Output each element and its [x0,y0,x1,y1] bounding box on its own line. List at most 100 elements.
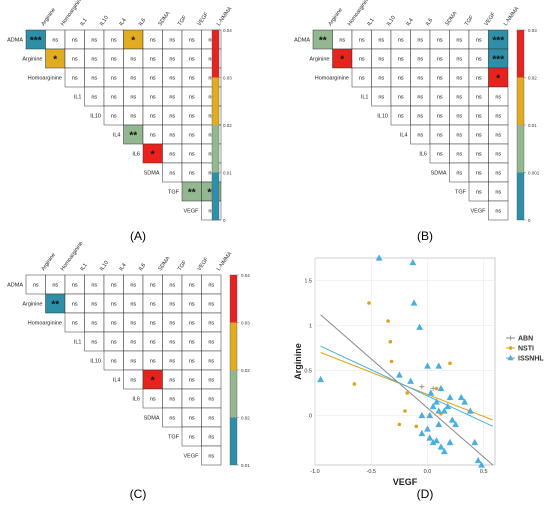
panel-c-cell-value: ns [208,454,214,460]
y-tick-label: 0 [309,414,312,420]
panel-a-col-label: IL4 [118,17,127,27]
nsti-point [389,359,394,364]
panel-a-cell-value: ns [208,114,214,120]
panel-b-cell-value: *** [492,55,504,66]
issnhl-point [457,393,465,401]
panel-b-row-label: Arginine [309,57,329,63]
panel-a-cell-value: * [131,36,135,47]
panel-b-colour-scale-tick-label: 0.01 [528,123,537,128]
panel-a-cell-value: ** [188,188,196,199]
panel-a-colour-scale-segment [212,77,219,125]
x-tick-label: 0.5 [480,469,488,475]
issnhl-point [435,420,443,428]
panel-b-cell [488,200,509,221]
issnhl-point [426,434,434,441]
panel-b-cell-value: ns [378,76,384,82]
panel-c-cell-value: ns [169,416,175,422]
panel-c-colour-scale-tick-label: 0.02 [241,368,250,373]
panel-c-col-label: SDMA [157,255,171,272]
panel-a-colour-scale-tick-label: 0.01 [223,171,232,176]
panel-b-row-label: SDMA [431,171,447,177]
panel-a-cell-value: ** [207,188,215,199]
issnhl-point [429,438,437,446]
abn-fit-line [320,314,494,466]
issnhl-point [435,362,443,369]
panel-c-cell-value: ns [208,302,214,308]
panel-a-cell-value: ** [129,131,137,142]
y-axis-label: Arginine [293,343,303,380]
panel-c-cell-value: ns [169,378,175,384]
panel-c-cell-value: ns [72,321,78,327]
panel-c-cell-value: * [151,376,155,387]
panel-a-row-label: IL4 [113,133,121,139]
panel-b-cell-value: ns [417,38,423,44]
panel-a-row-label: Homoarginine [28,76,62,82]
panel-b-colour-scale-segment [517,77,524,125]
y-tick-label: 1.5 [304,279,312,285]
panel-a-cell-value: ns [189,38,195,44]
nsti-point [367,301,371,305]
panel-b-colour-scale-segment [517,172,524,220]
panel-a-colour-scale-segment [212,172,219,220]
panel-c-cell-value: ns [208,397,214,403]
panel-a-cell-value: ns [91,76,97,82]
panel-b-col-label: VEGF [483,11,497,27]
panel-c-cell-value: ns [91,340,97,346]
issnhl-point [440,447,448,455]
panel-a-row-label: SDMA [144,171,160,177]
panel-b-cell-value: ns [456,57,462,63]
panel-a-row-label: TGF [168,190,180,196]
panel-c-cell-value: ns [111,302,117,308]
panel-a-row-label: ADMA [7,38,23,44]
x-axis-label: VEGF [393,477,418,487]
panel-b-row-label: IL6 [419,152,427,158]
panel-c-colour-scale-tick-label: 0.01 [241,463,250,468]
panel-a-cell-value: ns [208,171,214,177]
issnhl-point [409,258,417,266]
panel-b-cell-value: ns [437,152,443,158]
panel-c-row-label: IL4 [113,378,121,384]
panel-c-cell-value: ns [52,283,58,289]
panel-a-cell-value: ns [169,38,175,44]
panel-a-cell-value: ns [189,152,195,158]
legend-abn-marker [508,335,513,341]
panel-b-colour-scale-tick-label: 0.02 [528,76,537,81]
panel-b-cell-value: ns [495,152,501,158]
issnhl-point [440,407,448,414]
panel-b-cell-value: ns [456,171,462,177]
panel-c-cell-value: ns [189,435,195,441]
panel-c-colour-scale-tick-label: 0.04 [241,273,250,278]
panel-b-cell-value: ns [398,57,404,63]
panel-c-cell-value: ns [111,283,117,289]
panel-b-colour-scale-segment [517,30,524,78]
issnhl-point [418,429,426,437]
panel-a-cell-value: ns [169,114,175,120]
panel-c-cell-value: ns [169,321,175,327]
panel-a-colour-scale-segment [212,30,219,78]
panel-b-cell-value: ns [495,171,501,177]
panel-a-label: (A) [130,229,146,243]
panel-a-cell-value: ns [169,133,175,139]
panel-a-cell-value: ns [208,95,214,101]
panel-b-cell-value: ns [359,38,365,44]
panel-a-cell-value: ns [111,57,117,63]
panel-a-cell-value: ns [150,114,156,120]
panel-b-cell-value: ns [476,152,482,158]
panel-d-scatter-plot: -1.0 -0.5 0.0 0.5 1.5 1 0.5 0 VEGF Arginine ABN NST… [293,254,544,487]
panel-c-cell-value: ns [169,359,175,365]
panel-c-cell-value: ns [208,378,214,384]
issnhl-point [471,438,479,446]
panel-b-cell-value: ns [437,114,443,120]
issnhl-point [427,389,435,396]
panel-b-cell-value: ns [398,38,404,44]
panel-a-cell-value: ns [208,209,214,215]
panel-c-cell-value: ns [130,321,136,327]
panel-c-colour-scale-tick-label: 0.03 [241,321,250,326]
panel-c-row-label: IL10 [90,359,101,365]
panel-b-cell-value: ns [417,133,423,139]
panel-b-cell-value: ns [359,76,365,82]
panel-b-cell-value: ns [495,114,501,120]
panel-a-col-label: IL10 [99,15,110,27]
